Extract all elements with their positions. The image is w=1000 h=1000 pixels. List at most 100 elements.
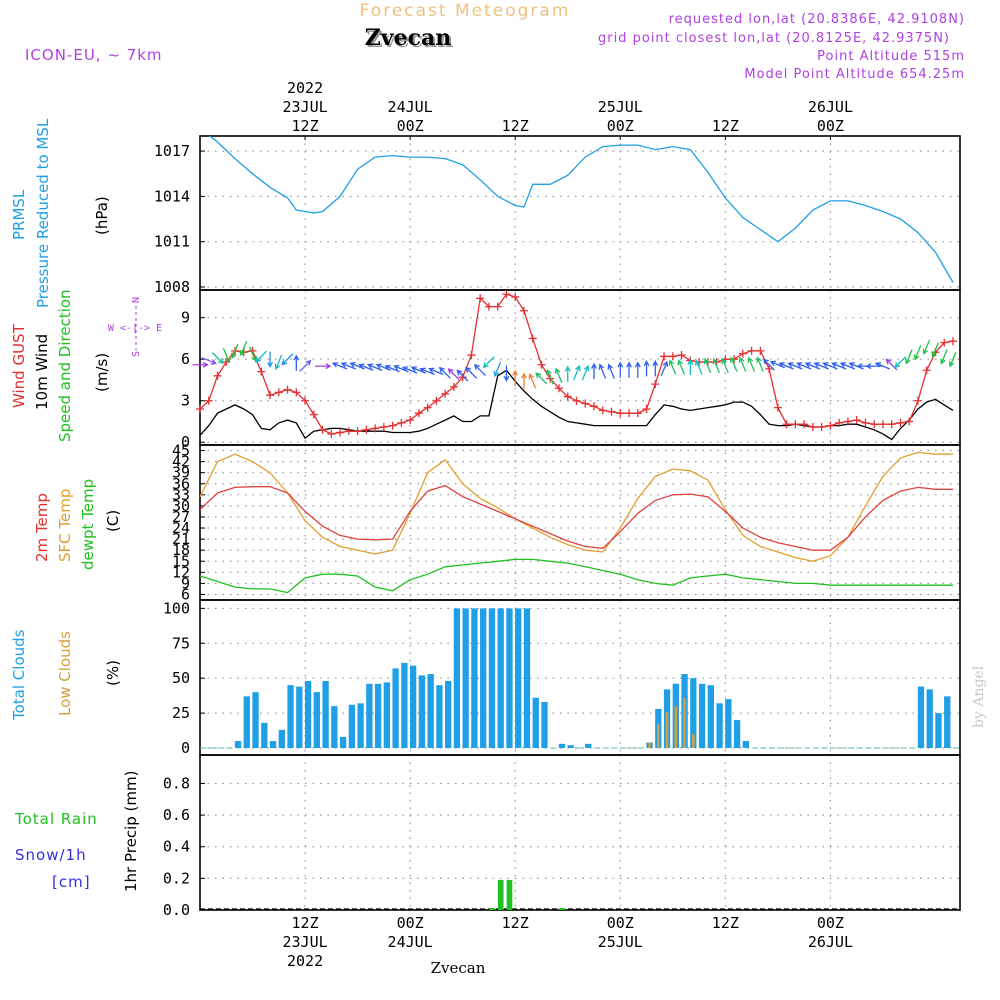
y-tick-label: 25: [172, 704, 190, 722]
total-cloud-bar: [567, 745, 574, 749]
wind-arrow: [473, 364, 486, 377]
y-tick-label: 0: [181, 433, 190, 451]
total-cloud-bar: [383, 682, 391, 749]
total-cloud-bar: [453, 608, 461, 749]
gust-marker: [204, 396, 213, 405]
top-time-label: 23JUL: [282, 98, 327, 116]
gust-marker: [528, 334, 537, 343]
pressure-unit: (hPa): [93, 196, 111, 235]
gust-marker: [476, 294, 485, 303]
low-cloud-bar: [665, 711, 669, 749]
product-title: Forecast Meteogram: [360, 1, 571, 21]
top-time-label: 00Z: [607, 117, 634, 135]
total-cloud-bar: [392, 668, 399, 749]
y-tick-label: 15: [172, 552, 190, 570]
wind-arrow: [546, 369, 554, 385]
total-cloud-bar: [436, 685, 443, 749]
gust-marker: [458, 373, 467, 382]
clouds-unit: (%): [104, 660, 122, 686]
gust-marker: [896, 418, 905, 427]
wind-arrow: [331, 362, 348, 370]
total-cloud-bar: [445, 680, 452, 749]
wind-arrow: [315, 363, 332, 370]
gust-marker: [336, 428, 345, 437]
rain-bar: [559, 908, 565, 910]
wind-arrow: [222, 347, 231, 364]
y-tick-label: 36: [172, 475, 190, 493]
bottom-time-label: 00Z: [817, 914, 844, 932]
gust-marker: [511, 292, 520, 301]
wind-arrow: [913, 345, 922, 361]
gust-marker: [371, 424, 380, 433]
wind-arrow: [564, 365, 571, 382]
wind-gust-label: Wind GUST: [10, 323, 28, 408]
gust-marker: [642, 405, 651, 414]
wind-arrow: [721, 357, 729, 374]
wind-arrow: [703, 357, 712, 374]
y-tick-label: 0.6: [163, 806, 190, 824]
gust-marker: [607, 407, 616, 416]
total-cloud-bar: [401, 662, 408, 749]
wind-arrow: [512, 369, 519, 387]
gust-marker: [432, 396, 441, 405]
gust-marker: [274, 388, 283, 397]
wind-arrow: [447, 368, 460, 381]
gust-marker: [406, 416, 415, 425]
gust-marker: [835, 418, 844, 427]
total-cloud-bar: [707, 685, 714, 749]
y-tick-label: 1014: [154, 187, 190, 205]
wind-unit: (m/s): [93, 353, 111, 392]
compass-we: W <-|-> E: [108, 323, 162, 334]
total-cloud-bar: [716, 703, 723, 749]
footer-location: Zvecan: [431, 959, 486, 977]
top-time-label: 26JUL: [808, 98, 853, 116]
wind-arrow: [865, 363, 882, 370]
total-cloud-bar: [585, 743, 592, 749]
total-cloud-bar: [558, 743, 566, 749]
y-tick-label: 24: [172, 519, 190, 537]
total-cloud-bar: [944, 696, 951, 749]
low-cloud-bar: [657, 724, 660, 749]
wind-arrow: [677, 359, 686, 375]
total-cloud-bar: [935, 713, 942, 749]
wind-arrow: [643, 360, 650, 377]
gust-marker: [467, 351, 476, 360]
point-altitude: Point Altitude 515m: [817, 49, 965, 64]
gust-marker: [905, 417, 914, 426]
total-cloud-bar: [357, 703, 364, 749]
gust-marker: [878, 420, 887, 429]
wind-arrow: [839, 362, 856, 370]
wind-arrow: [940, 349, 948, 365]
total-cloud-bar: [917, 686, 925, 749]
wind-arrow: [948, 352, 957, 368]
wind-arrow: [804, 362, 821, 370]
wind-dir-label: Speed and Direction: [56, 289, 74, 442]
total-cloud-bar: [409, 665, 417, 749]
bottom-time-label: 00Z: [397, 914, 424, 932]
gust-marker: [213, 371, 222, 380]
wind-arrow: [358, 363, 374, 371]
gust-marker: [423, 403, 432, 412]
y-tick-label: 0.0: [163, 901, 190, 919]
wind-arrow: [465, 366, 478, 379]
total-cloud-bar: [366, 683, 373, 749]
wind-arrow: [366, 363, 383, 371]
gust-marker: [633, 409, 642, 418]
gust-marker: [817, 423, 826, 432]
top-time-label: 00Z: [817, 117, 844, 135]
wind-arrow: [201, 357, 217, 365]
wind-arrow: [249, 346, 257, 362]
gust-marker: [344, 427, 353, 436]
top-time-label: 00Z: [397, 117, 424, 135]
gust-marker: [283, 385, 292, 394]
gust-marker: [309, 410, 318, 419]
wind-arrow: [456, 369, 469, 382]
top-time-label: 2022: [287, 79, 323, 97]
gust-marker: [782, 420, 791, 429]
gust-marker: [765, 364, 774, 373]
gust-marker: [826, 421, 835, 430]
total-cloud-bar: [462, 608, 469, 749]
wind-arrow: [274, 354, 283, 371]
wind-arrow: [787, 362, 803, 370]
